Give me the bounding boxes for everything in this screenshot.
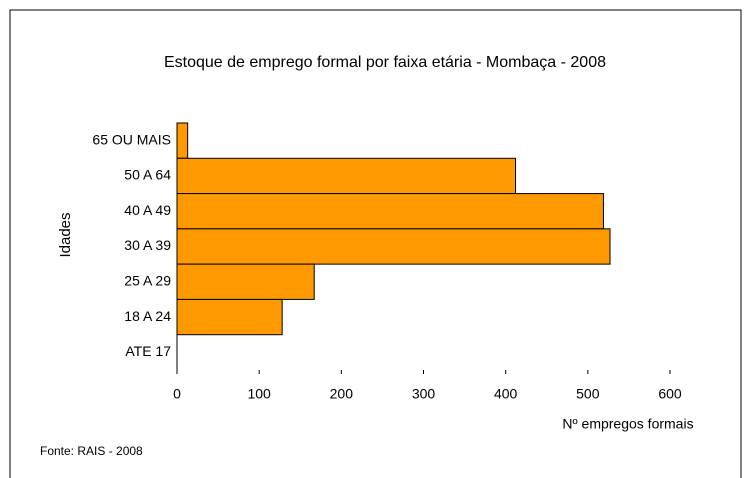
y-tick-label: 50 A 64 <box>124 167 171 183</box>
chart-frame <box>9 9 742 478</box>
y-tick-label: 30 A 39 <box>124 237 171 253</box>
y-tick-label: 25 A 29 <box>124 272 171 288</box>
y-tick-label: 18 A 24 <box>124 308 171 324</box>
x-tick-label: 400 <box>494 386 518 402</box>
x-tick-label: 300 <box>412 386 436 402</box>
source-note: Fonte: RAIS - 2008 <box>40 444 143 458</box>
bar <box>176 263 315 300</box>
y-tick-label: 40 A 49 <box>124 202 171 218</box>
x-tick-label: 100 <box>247 386 271 402</box>
bar <box>176 298 283 336</box>
y-tick-label: ATE 17 <box>125 343 171 359</box>
x-axis-label: Nº empregos formais <box>562 416 693 432</box>
bar <box>176 157 517 195</box>
chart-title: Estoque de emprego formal por faixa etár… <box>164 54 606 71</box>
x-tick-label: 0 <box>173 386 181 402</box>
x-tick-label: 200 <box>330 386 354 402</box>
y-axis-label: Idades <box>57 212 74 257</box>
y-tick-label: 65 OU MAIS <box>92 131 171 147</box>
bar <box>176 193 604 230</box>
bar <box>176 122 189 159</box>
bar <box>176 228 611 265</box>
x-tick-label: 500 <box>576 386 600 402</box>
x-tick-label: 600 <box>658 386 682 402</box>
